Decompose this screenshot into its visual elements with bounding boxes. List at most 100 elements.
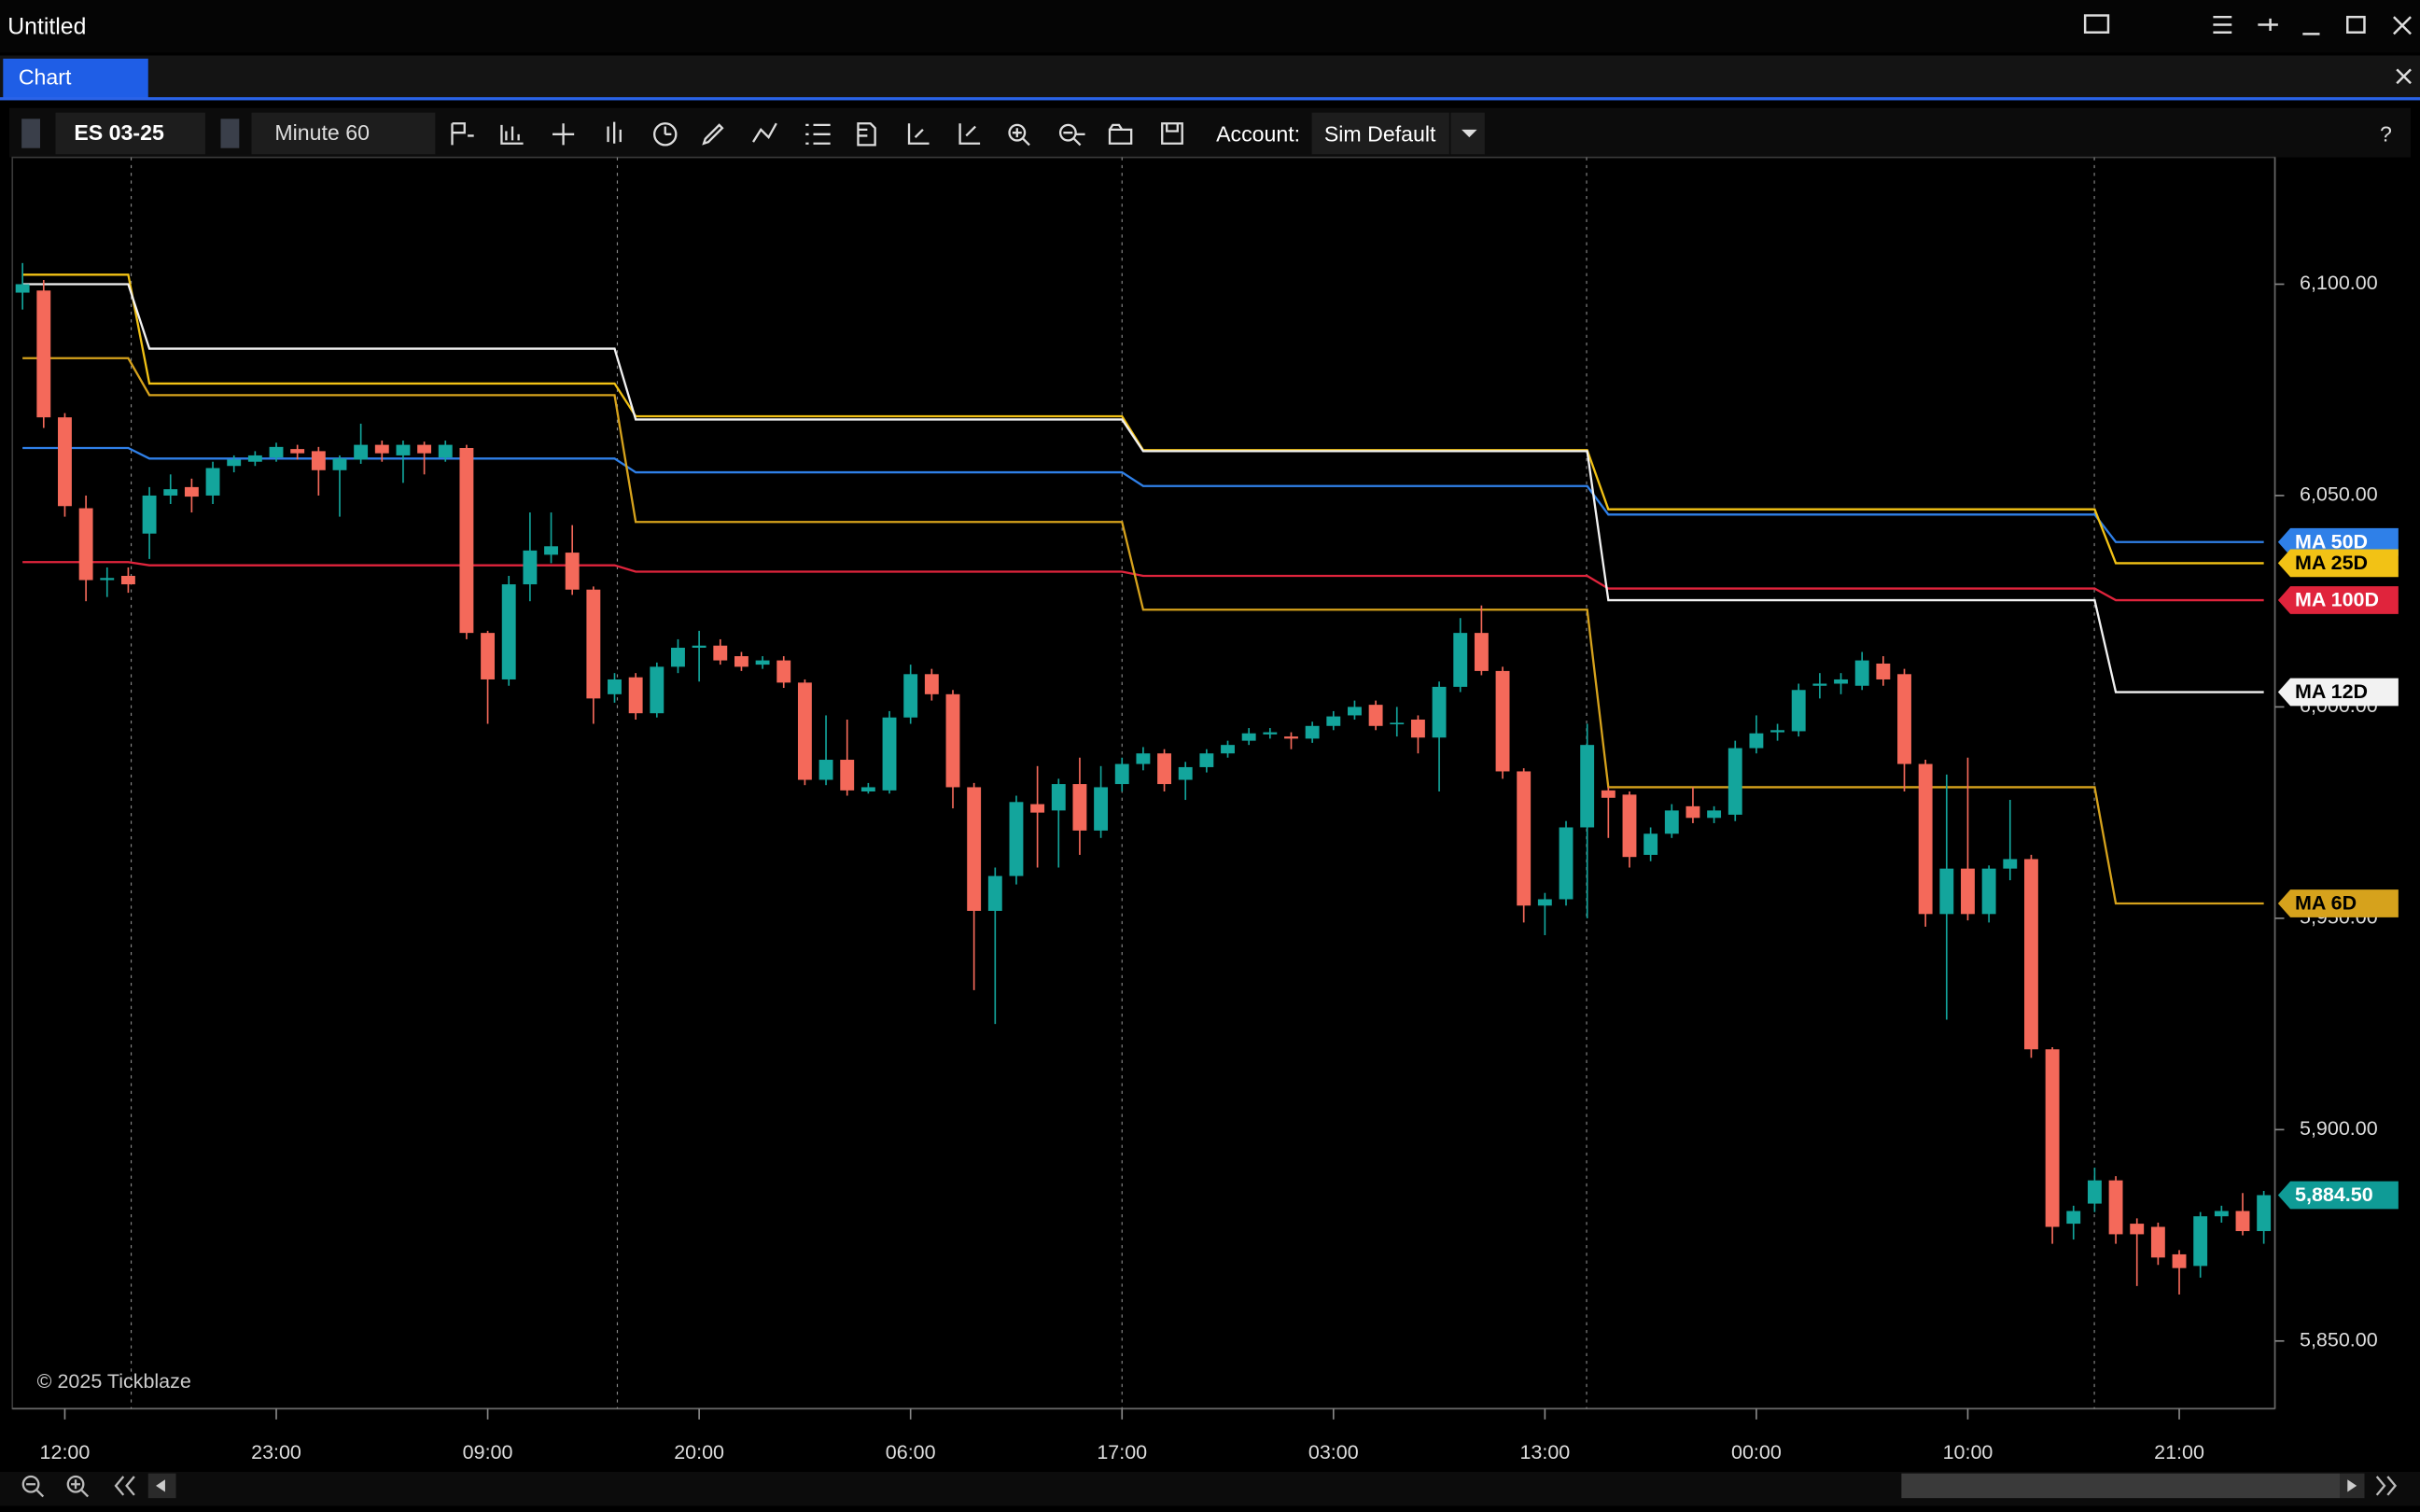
zoom-out[interactable] [21,1475,40,1493]
candle-body [36,290,51,418]
ma-badge [2277,586,2399,614]
tab-bar [0,55,2420,99]
tool-icon[interactable] [858,128,868,137]
scroll-end[interactable] [2375,1476,2398,1496]
tool-icon[interactable] [1108,123,1133,145]
timeframe[interactable]: Minute 60 [274,120,370,145]
dropdown-arrow[interactable] [1462,129,1477,138]
tool-icon[interactable] [857,122,876,147]
candle-body [1749,733,1764,749]
tool-icon[interactable] [752,122,777,143]
account-label: Account: [1216,122,1300,147]
candle-body [15,284,30,293]
candle-body [269,446,284,458]
tool-icon[interactable] [1008,123,1027,142]
candle-body [142,495,157,534]
candle-body [2130,1224,2145,1235]
candle-body [163,489,178,496]
candle-body [544,546,558,555]
pin-button[interactable] [2258,18,2278,32]
candle-body [967,787,982,911]
ma-badge-label: MA 12D [2295,680,2368,703]
menu-button[interactable] [2213,15,2232,34]
symbol-box[interactable] [55,112,205,155]
candle-body [1114,763,1129,785]
scroll-controls[interactable] [21,1475,2398,1498]
timeframe-box[interactable] [251,112,436,155]
link-button[interactable] [21,119,40,148]
scroll-right-arrow[interactable] [2347,1479,2357,1492]
tool-icon[interactable] [958,123,981,145]
candle-body [1644,833,1658,855]
zoom-in[interactable] [71,1479,90,1498]
candle-body [354,444,369,460]
close-button[interactable] [2393,16,2412,35]
link-button[interactable] [220,119,240,148]
candle-body [987,875,1002,911]
candle-body [2172,1253,2187,1268]
candle-body [924,674,939,694]
candle-body [1517,771,1532,906]
help-button[interactable]: ? [2380,122,2392,147]
candle-body [1368,705,1383,726]
candle-body [713,645,728,661]
tab[interactable] [3,58,148,99]
scroll-start[interactable] [114,1476,135,1496]
candle-body [776,660,791,683]
account[interactable]: Sim Default [1324,122,1436,147]
account-box[interactable] [1311,112,1449,155]
ma-badge-label: MA 6D [2295,892,2357,915]
candle-body [2045,1049,2060,1227]
x-tick-label: 10:00 [1943,1441,1993,1463]
symbol[interactable]: ES 03-25 [74,120,164,145]
tab-label[interactable]: Chart [19,64,72,89]
candle-body [1199,753,1214,767]
tool-icon[interactable] [907,123,930,145]
candle-body [1622,794,1637,858]
candle-body [120,575,135,585]
candle-body [2108,1180,2123,1235]
candle-body [586,589,601,699]
tab-close[interactable] [2396,68,2412,85]
tool-icon[interactable] [500,124,524,145]
zoom-in[interactable] [66,1475,85,1493]
tool-icon[interactable] [1012,128,1030,147]
candle-body [1770,730,1785,733]
tool-icon[interactable] [1161,122,1183,145]
candle-body [1981,868,1996,915]
tool-icon[interactable] [702,123,724,146]
candle-body [1263,732,1278,735]
tool-icon[interactable] [653,122,678,147]
tool-icon[interactable] [805,123,831,145]
candle-body [417,444,432,454]
tool-icon[interactable] [553,123,575,146]
candle-body [1664,810,1679,834]
candle-body [1939,868,1954,915]
plot: 5,850.005,900.005,950.006,000.006,050.00… [15,157,2399,1463]
tool-icon[interactable] [664,126,672,135]
tool-icon[interactable] [1063,132,1082,147]
candle-body [459,447,474,634]
scroll-thumb[interactable] [1901,1473,2341,1499]
ma-line [22,283,2264,693]
candle-body [1495,670,1510,772]
ma-badge [2277,889,2399,917]
maximize-button[interactable] [2346,15,2366,34]
candle-body [608,679,622,694]
tool-icon[interactable] [1058,123,1077,142]
candle-body [1580,745,1595,828]
candle-body [1791,690,1806,732]
x-tick-label: 23:00 [251,1441,301,1463]
candle-body [1221,745,1235,754]
tool-icon[interactable] [607,121,622,144]
candle-body [332,458,347,470]
scroll-left-arrow[interactable] [156,1479,165,1492]
candle-body [1537,899,1552,906]
candle-body [1178,766,1193,780]
window-controls[interactable] [2083,14,2412,35]
candle-body [1157,753,1171,785]
zoom-out[interactable] [26,1483,45,1498]
window-icon[interactable] [2083,14,2110,34]
candle-body [2214,1211,2229,1217]
tool-icon[interactable] [451,122,474,146]
